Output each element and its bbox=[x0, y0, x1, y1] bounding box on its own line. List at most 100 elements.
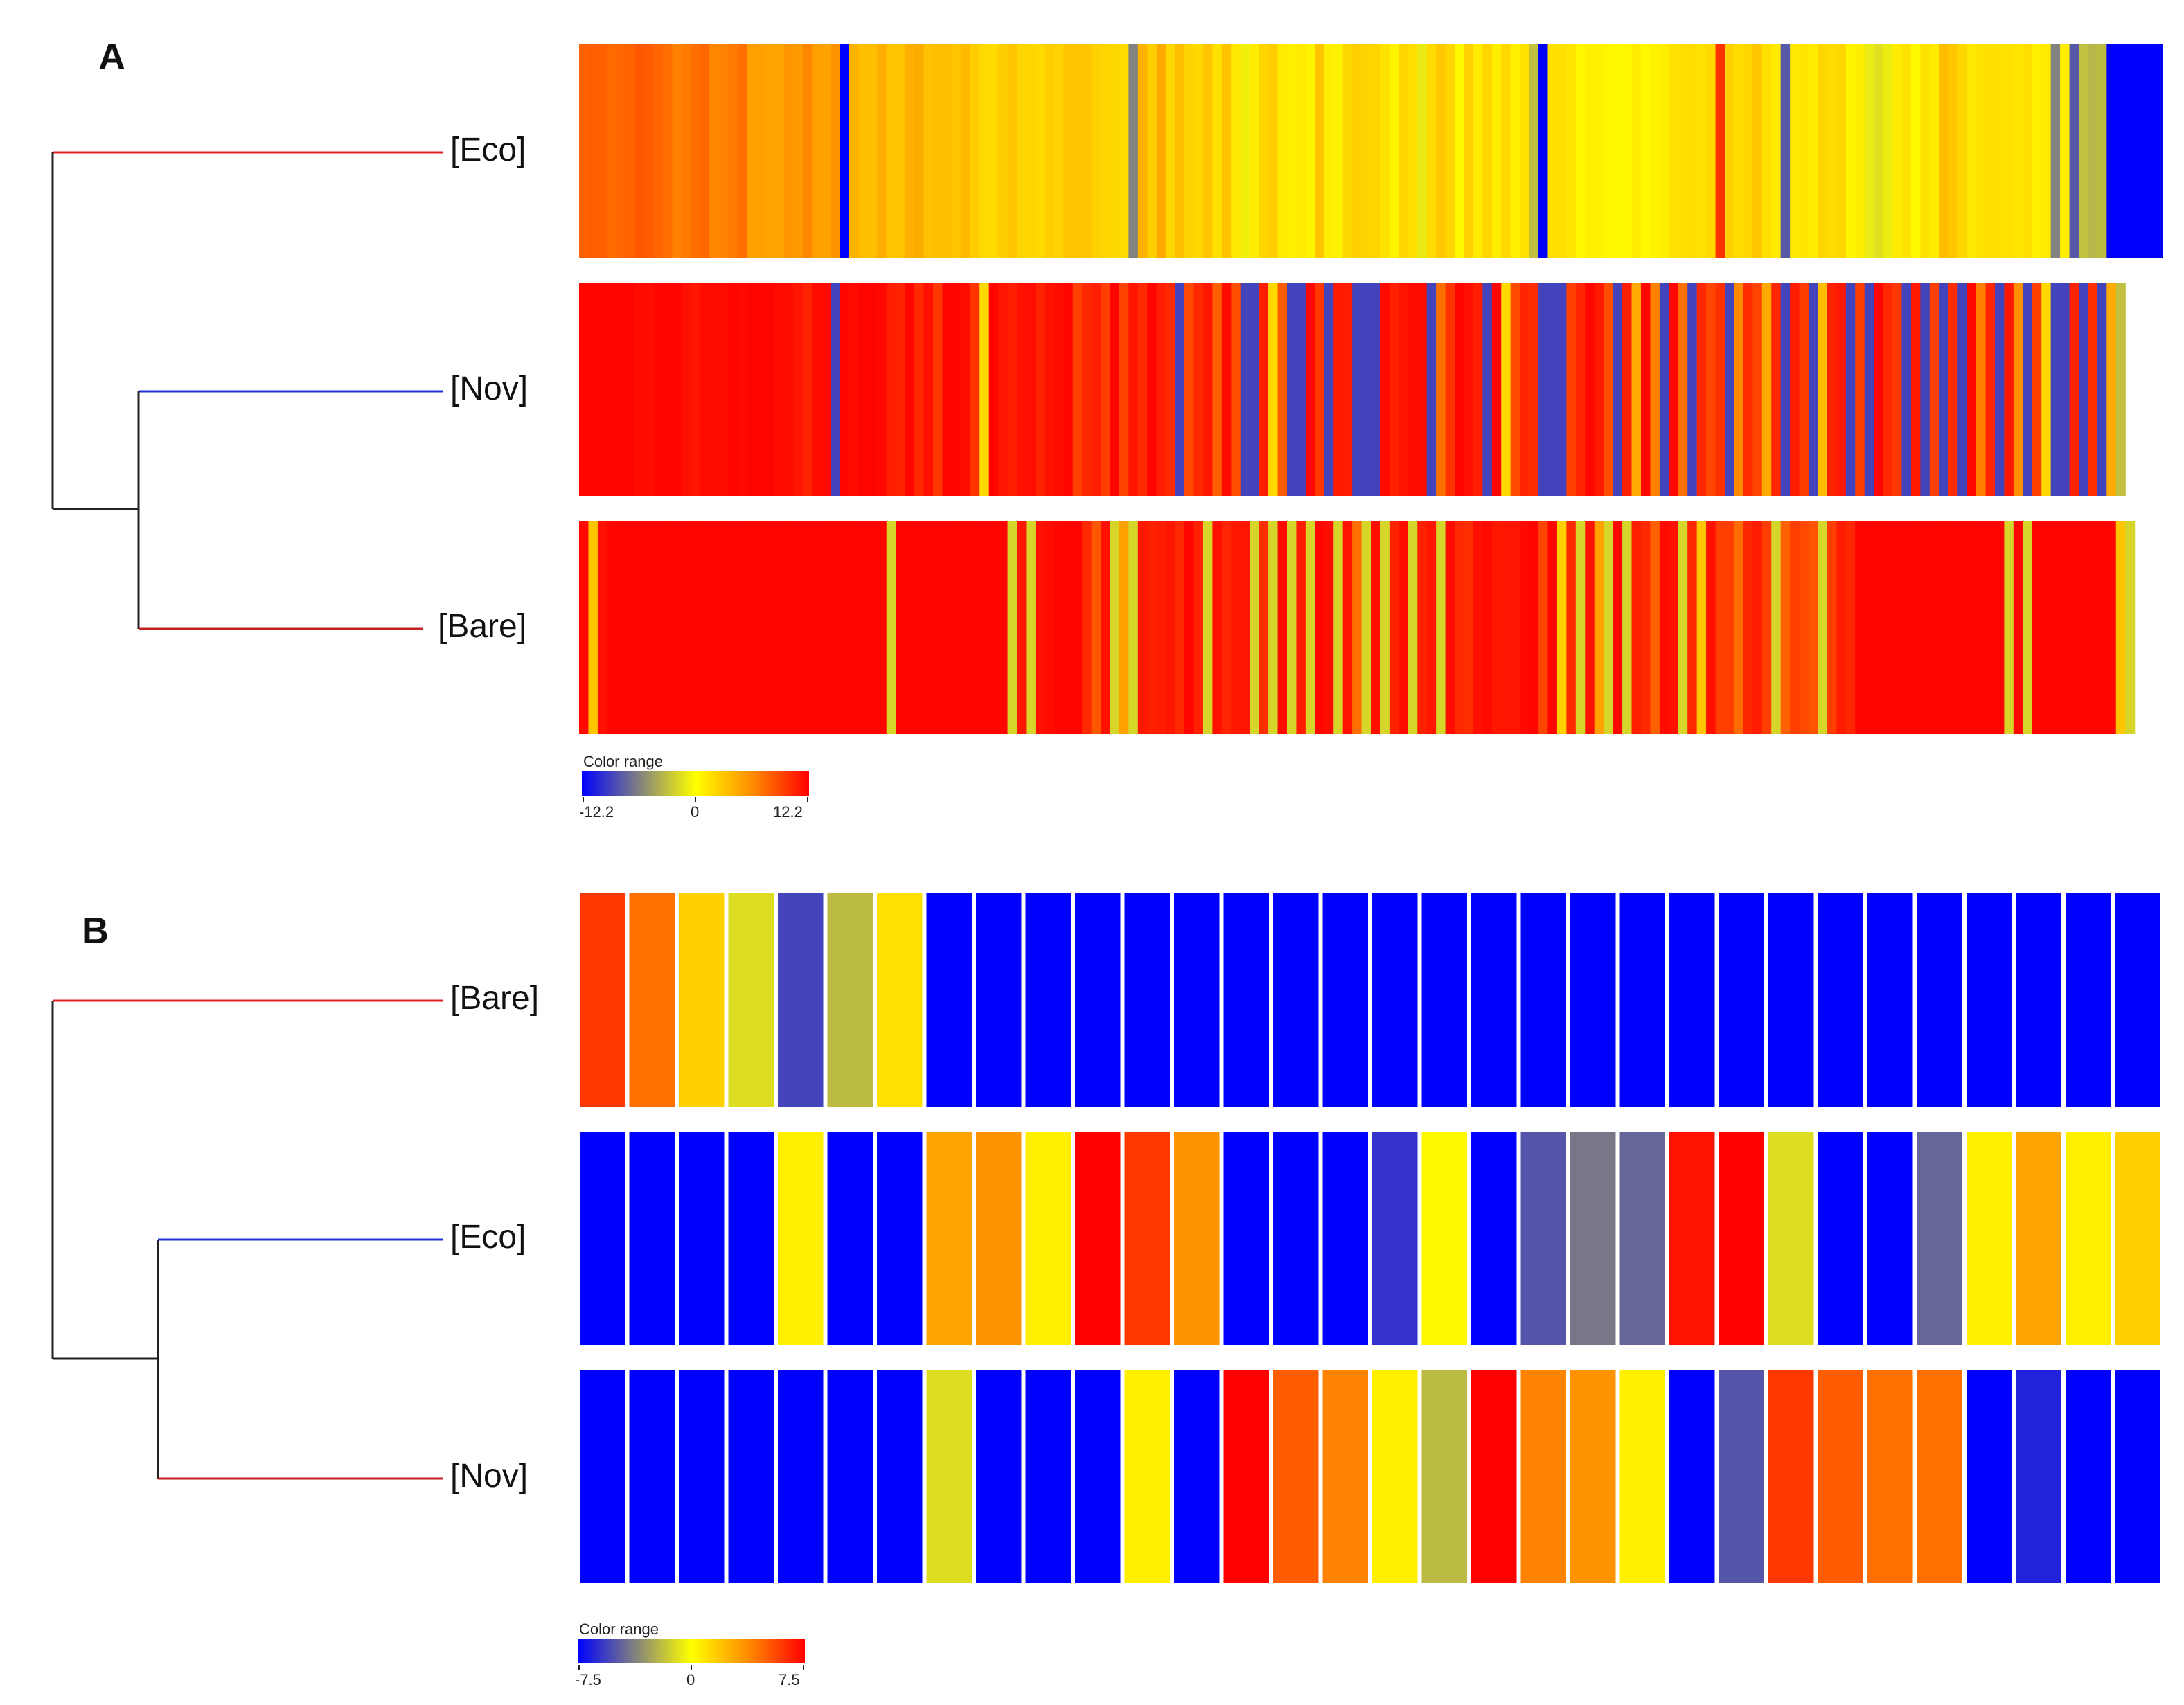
heatmap-cell bbox=[1836, 44, 1847, 258]
heatmap-cell bbox=[1333, 283, 1344, 496]
heatmap-cell bbox=[1901, 44, 1912, 258]
panel-a-color-range: Color range -12.2 0 12.2 bbox=[579, 753, 809, 821]
heatmap-cell bbox=[821, 283, 831, 496]
heatmap-cell bbox=[1273, 893, 1319, 1107]
heatmap-cell bbox=[1305, 521, 1315, 734]
heatmap-cell bbox=[625, 521, 636, 734]
heatmap-cell bbox=[1426, 521, 1437, 734]
heatmap-cell bbox=[1901, 283, 1912, 496]
heatmap-cell bbox=[1491, 521, 1502, 734]
heatmap-cell bbox=[812, 44, 822, 258]
heatmap-cell bbox=[976, 1370, 1022, 1583]
heatmap-cell bbox=[607, 521, 617, 734]
heatmap-cell bbox=[728, 44, 738, 258]
heatmap-cell bbox=[1570, 1370, 1616, 1583]
heatmap-cell bbox=[896, 44, 906, 258]
heatmap-cell bbox=[821, 44, 831, 258]
heatmap-cell bbox=[1361, 44, 1371, 258]
heatmap-cell bbox=[1147, 283, 1157, 496]
heatmap-cell bbox=[1836, 283, 1847, 496]
heatmap-cell bbox=[597, 44, 607, 258]
heatmap-cell bbox=[1166, 283, 1176, 496]
heatmap-cell bbox=[1026, 283, 1036, 496]
heatmap-cell bbox=[756, 521, 766, 734]
heatmap-cell bbox=[2041, 521, 2052, 734]
heatmap-cell bbox=[1501, 521, 1511, 734]
heatmap-cell bbox=[1520, 1132, 1566, 1345]
heatmap-cell bbox=[1184, 283, 1195, 496]
heatmap-cell bbox=[634, 283, 645, 496]
heatmap-cell bbox=[778, 893, 824, 1107]
heatmap-cell bbox=[1045, 44, 1055, 258]
heatmap-cell bbox=[1250, 283, 1260, 496]
heatmap-cell bbox=[896, 283, 906, 496]
heatmap-cell bbox=[1426, 44, 1437, 258]
row-label-b-nov: [Nov] bbox=[450, 1458, 528, 1494]
heatmap-cell bbox=[634, 44, 645, 258]
heatmap-cell bbox=[1715, 521, 1725, 734]
heatmap-cell bbox=[2016, 893, 2061, 1107]
heatmap-cell bbox=[1967, 44, 1977, 258]
heatmap-cell bbox=[1501, 283, 1511, 496]
heatmap-cell bbox=[988, 283, 999, 496]
heatmap-cell bbox=[1994, 44, 2005, 258]
heatmap-cell bbox=[2115, 521, 2126, 734]
heatmap-cell bbox=[886, 521, 896, 734]
heatmap-cell bbox=[802, 44, 813, 258]
heatmap-cell bbox=[1790, 44, 1800, 258]
heatmap-cell bbox=[1867, 1132, 1913, 1345]
heatmap-cell bbox=[2125, 521, 2136, 734]
color-range-a-title: Color range bbox=[583, 753, 663, 770]
heatmap-cell bbox=[867, 44, 878, 258]
heatmap-cell bbox=[998, 521, 1009, 734]
heatmap-cell bbox=[1174, 1370, 1220, 1583]
heatmap-cell bbox=[1473, 44, 1483, 258]
heatmap-cell bbox=[1575, 283, 1586, 496]
heatmap-cell bbox=[1719, 1370, 1764, 1583]
heatmap-cell bbox=[1091, 283, 1101, 496]
heatmap-cell bbox=[914, 283, 925, 496]
heatmap-cell bbox=[1594, 283, 1604, 496]
heatmap-cell bbox=[932, 521, 943, 734]
heatmap-cell bbox=[1445, 44, 1455, 258]
heatmap-cell bbox=[970, 521, 980, 734]
heatmap-cell bbox=[1594, 521, 1604, 734]
heatmap-cell bbox=[1678, 283, 1688, 496]
heatmap-cell bbox=[1809, 521, 1819, 734]
heatmap-cell bbox=[1613, 521, 1623, 734]
heatmap-cell bbox=[951, 521, 961, 734]
heatmap-cell bbox=[774, 283, 785, 496]
heatmap-cell bbox=[1892, 44, 1903, 258]
heatmap-cell bbox=[663, 283, 673, 496]
heatmap-cell bbox=[597, 521, 607, 734]
heatmap-cell bbox=[1948, 283, 1958, 496]
heatmap-cell bbox=[1818, 1370, 1863, 1583]
heatmap-cell bbox=[629, 893, 675, 1107]
heatmap-cell bbox=[2050, 44, 2061, 258]
heatmap-cell bbox=[1240, 44, 1250, 258]
heatmap-cell bbox=[1296, 283, 1306, 496]
heatmap-cell bbox=[1231, 521, 1241, 734]
heatmap-cell bbox=[914, 521, 925, 734]
heatmap-cell bbox=[976, 893, 1022, 1107]
heatmap-cell bbox=[2016, 1370, 2061, 1583]
heatmap-cell bbox=[1874, 283, 1884, 496]
heatmap-cell bbox=[1929, 283, 1939, 496]
heatmap-cell bbox=[1604, 283, 1614, 496]
heatmap-cell bbox=[681, 521, 691, 734]
heatmap-cell bbox=[1124, 1132, 1170, 1345]
heatmap-cell bbox=[783, 521, 794, 734]
heatmap-cell bbox=[2016, 1132, 2061, 1345]
heatmap-cell bbox=[579, 283, 589, 496]
heatmap-cell bbox=[1175, 283, 1185, 496]
panel-a: A [Eco] [Nov] [Bare] Color range -12.2 0… bbox=[51, 36, 2163, 821]
heatmap-cell bbox=[1743, 521, 1753, 734]
heatmap-cell bbox=[1687, 283, 1698, 496]
heatmap-cell bbox=[1054, 44, 1064, 258]
heatmap-cell bbox=[1619, 1132, 1665, 1345]
heatmap-cell bbox=[1371, 521, 1381, 734]
heatmap-cell bbox=[2078, 521, 2089, 734]
heatmap-cell bbox=[1669, 893, 1715, 1107]
heatmap-cell bbox=[1771, 521, 1782, 734]
heatmap-cell bbox=[2088, 44, 2098, 258]
